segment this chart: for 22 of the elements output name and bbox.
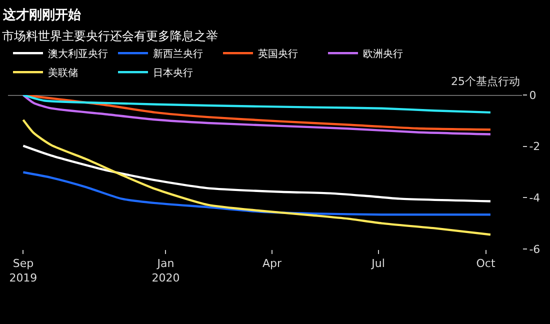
x-tick-label: Apr [262, 257, 282, 270]
x-tick-label: Oct [476, 257, 496, 270]
line-series [22, 171, 492, 216]
line-series [22, 95, 492, 114]
line-series [22, 144, 492, 202]
legend-label: 新西兰央行 [153, 48, 203, 60]
y-tick-label: -2 [529, 140, 540, 154]
legend-label: 欧洲央行 [363, 48, 403, 60]
legend-label: 日本央行 [153, 67, 193, 80]
y-tick-label: 0 [529, 88, 536, 102]
x-tick-label: Jan 2020 [152, 257, 180, 284]
legend-label: 英国央行 [258, 48, 298, 60]
y-axis-title: 25个基点行动 [451, 75, 520, 88]
y-tick-label: -6 [529, 242, 540, 256]
x-tick-label: Sep 2019 [9, 257, 38, 284]
chart-subtitle: 市场料世界主要央行还会有更多降息之举 [2, 29, 218, 43]
x-tick-label: Jul [370, 257, 385, 270]
legend-label: 美联储 [48, 67, 78, 80]
chart-title: 这才刚刚开始 [2, 7, 82, 23]
line-series [22, 118, 492, 236]
legend-label: 澳大利亚央行 [48, 48, 108, 60]
y-tick-label: -4 [529, 192, 540, 205]
